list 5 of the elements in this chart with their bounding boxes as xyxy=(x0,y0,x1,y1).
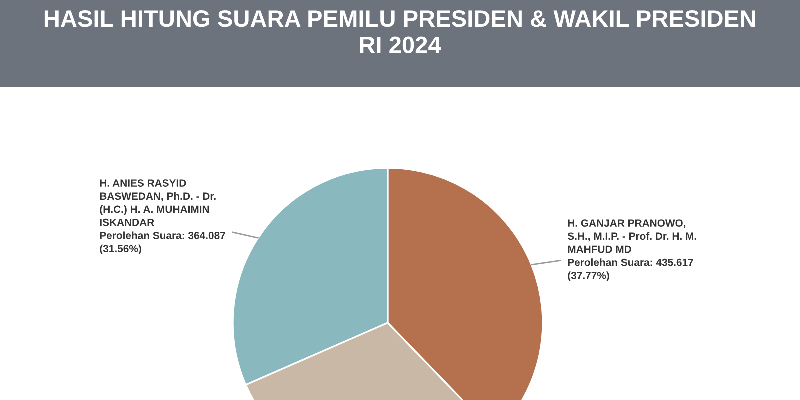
slice-label: H. GANJAR PRANOWO, S.H., M.I.P. - Prof. Dr. H. M. MAHFUD MD xyxy=(568,220,696,254)
slice-label: H. ANIES RASYID BASWEDAN, Ph.D. - Dr. (H.C.) H. A. MUHAIMIN ISKANDAR xyxy=(100,180,216,226)
chart-title: HASIL HITUNG SUARA PEMILU PRESIDEN & WAKIL PRESIDEN RI 2024 xyxy=(44,10,756,54)
data-label: Perolehan Suara: 364.087 (31.56%) xyxy=(100,232,226,255)
data-label: Perolehan Suara: 435.617 (37.77%) xyxy=(568,258,694,282)
